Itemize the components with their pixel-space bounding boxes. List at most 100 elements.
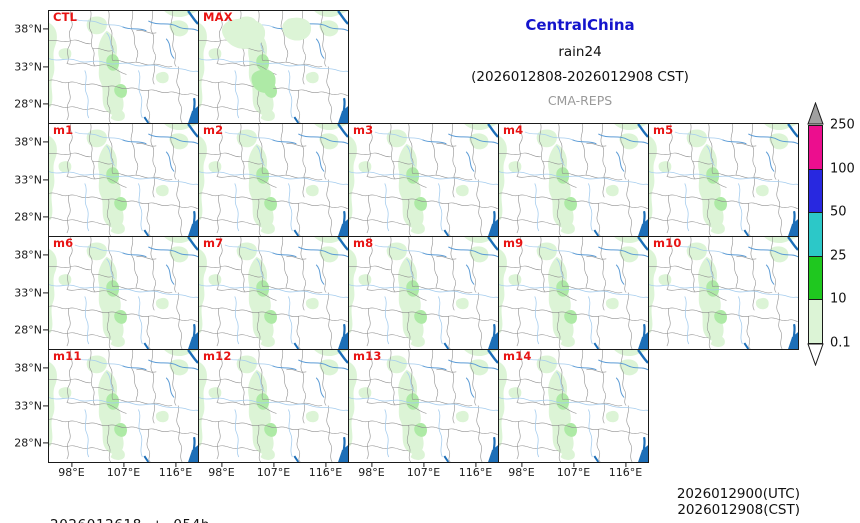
lat-tick-label: 28°N	[14, 323, 42, 337]
colorbar-tick-label: 50	[830, 204, 847, 220]
panel-MAX: MAX	[198, 10, 349, 124]
lat-tick-label: 38°N	[14, 22, 42, 36]
lat-tick-label: 38°N	[14, 135, 42, 149]
panel-label-MAX: MAX	[203, 10, 233, 24]
panel-m3: m3	[348, 123, 499, 237]
map-m4	[499, 124, 648, 236]
init-time-annotation: 2026012618 + 054h 2026012702 + 054h	[50, 487, 210, 523]
lat-tick-label: 33°N	[14, 399, 42, 413]
colorbar-tick-label: 250	[830, 117, 855, 133]
panel-label-m9: m9	[503, 236, 524, 250]
lat-tick-label: 28°N	[14, 97, 42, 111]
map-MAX	[199, 11, 348, 123]
map-m5	[649, 124, 798, 236]
panel-m4: m4	[498, 123, 649, 237]
panel-label-m10: m10	[653, 236, 682, 250]
map-m7	[199, 237, 348, 349]
lon-tick-mark	[122, 462, 125, 467]
colorbar-segment	[808, 168, 823, 214]
panel-m2: m2	[198, 123, 349, 237]
init-line-1: 2026012618 + 054h	[50, 517, 210, 523]
panel-m9: m9	[498, 236, 649, 350]
panel-label-m13: m13	[353, 349, 382, 363]
valid-time-annotation: 2026012900(UTC) 2026012908(CST)	[676, 486, 800, 518]
title-block: CentralChina rain24 (2026012808-20260129…	[380, 16, 780, 108]
colorbar-segment	[808, 255, 823, 301]
colorbar-tick-label: 10	[830, 291, 847, 307]
colorbar-segment	[808, 299, 823, 344]
lat-tick-mark	[43, 254, 48, 256]
period-title: (2026012808-2026012908 CST)	[471, 69, 689, 85]
lat-tick-mark	[43, 141, 48, 143]
lon-tick-label: 116°E	[158, 466, 193, 479]
lon-tick-mark	[70, 462, 73, 467]
map-m11	[49, 350, 198, 462]
panel-m7: m7	[198, 236, 349, 350]
map-m1	[49, 124, 198, 236]
panel-m12: m12	[198, 349, 349, 463]
lat-tick-label: 33°N	[14, 173, 42, 187]
lon-tick-label: 116°E	[308, 466, 343, 479]
panel-label-m3: m3	[353, 123, 374, 137]
lat-tick-label: 33°N	[14, 60, 42, 74]
region-title: CentralChina	[525, 16, 635, 34]
map-m6	[49, 237, 198, 349]
panel-m6: m6	[48, 236, 199, 350]
lat-tick-mark	[43, 103, 48, 105]
lon-tick-mark	[474, 462, 477, 467]
lon-tick-label: 98°E	[358, 466, 385, 479]
lon-tick-label: 107°E	[556, 466, 591, 479]
lon-tick-mark	[324, 462, 327, 467]
lon-tick-mark	[520, 462, 523, 467]
lon-tick-label: 116°E	[608, 466, 643, 479]
colorbar-over-arrow	[807, 101, 824, 129]
lon-tick-mark	[220, 462, 223, 467]
lat-tick-mark	[43, 405, 48, 407]
lat-tick-mark	[43, 179, 48, 181]
lon-tick-mark	[422, 462, 425, 467]
lon-tick-mark	[370, 462, 373, 467]
map-m2	[199, 124, 348, 236]
panel-label-m1: m1	[53, 123, 74, 137]
lat-tick-mark	[43, 216, 48, 218]
lon-tick-label: 98°E	[208, 466, 235, 479]
colorbar-segment	[808, 212, 823, 257]
lon-tick-label: 107°E	[256, 466, 291, 479]
lon-tick-mark	[272, 462, 275, 467]
lon-tick-label: 98°E	[58, 466, 85, 479]
variable-title: rain24	[558, 44, 602, 60]
lon-tick-mark	[174, 462, 177, 467]
map-m14	[499, 350, 648, 462]
colorbar-tick-label: 100	[830, 161, 855, 177]
lon-tick-label: 116°E	[458, 466, 493, 479]
colorbar-tick-label: 0.1	[830, 335, 851, 351]
lon-tick-label: 98°E	[508, 466, 535, 479]
lat-tick-label: 28°N	[14, 436, 42, 450]
panel-m13: m13	[348, 349, 499, 463]
lat-tick-mark	[43, 442, 48, 444]
map-m3	[349, 124, 498, 236]
valid-line-cst: 2026012908(CST)	[677, 501, 800, 518]
map-m13	[349, 350, 498, 462]
lon-tick-label: 107°E	[406, 466, 441, 479]
panel-m11: m11	[48, 349, 199, 463]
panel-m8: m8	[348, 236, 499, 350]
map-m10	[649, 237, 798, 349]
colorbar-segment	[808, 125, 823, 170]
colorbar-under-arrow	[807, 343, 824, 370]
lat-tick-mark	[43, 367, 48, 369]
map-m8	[349, 237, 498, 349]
valid-line-utc: 2026012900(UTC)	[676, 486, 800, 502]
lat-tick-mark	[43, 66, 48, 68]
panel-label-m12: m12	[203, 349, 232, 363]
panel-label-m11: m11	[53, 349, 82, 363]
colorbar-tick-label: 25	[830, 248, 847, 264]
panel-label-m2: m2	[203, 123, 224, 137]
panel-label-m14: m14	[503, 349, 532, 363]
panel-m5: m5	[648, 123, 799, 237]
lat-tick-label: 28°N	[14, 210, 42, 224]
panel-m10: m10	[648, 236, 799, 350]
panel-label-m7: m7	[203, 236, 224, 250]
panel-label-m8: m8	[353, 236, 374, 250]
